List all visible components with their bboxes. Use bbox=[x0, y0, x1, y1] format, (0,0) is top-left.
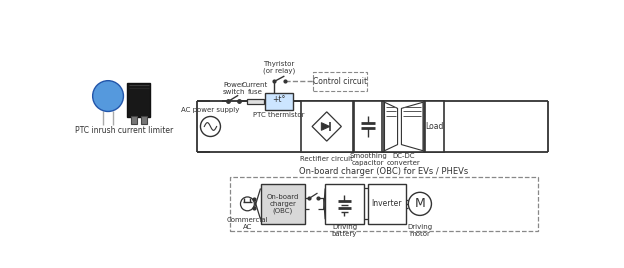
Text: Control circuit: Control circuit bbox=[313, 77, 367, 86]
Bar bbox=[131, 116, 137, 124]
Bar bbox=[426, 102, 444, 151]
Polygon shape bbox=[401, 102, 423, 151]
Bar bbox=[260, 184, 305, 224]
Bar bbox=[246, 99, 263, 104]
Text: Power
switch: Power switch bbox=[222, 82, 245, 95]
Text: Inverter: Inverter bbox=[371, 199, 402, 209]
Text: Rectifier circuit: Rectifier circuit bbox=[300, 156, 353, 162]
Text: DC-DC
converter: DC-DC converter bbox=[387, 153, 421, 166]
Bar bbox=[313, 72, 367, 91]
Text: Commercial
AC: Commercial AC bbox=[227, 217, 268, 230]
Bar bbox=[368, 184, 406, 224]
Bar bbox=[230, 177, 538, 231]
Polygon shape bbox=[321, 123, 330, 130]
Text: Driving
motor: Driving motor bbox=[407, 224, 432, 237]
Text: Driving
battery: Driving battery bbox=[332, 224, 357, 237]
Text: +t°: +t° bbox=[272, 95, 286, 105]
Text: PTC inrush current limiter: PTC inrush current limiter bbox=[75, 126, 173, 135]
Text: M: M bbox=[414, 197, 426, 210]
Bar bbox=[301, 102, 353, 151]
Text: Load: Load bbox=[426, 122, 444, 131]
Text: AC power supply: AC power supply bbox=[182, 107, 240, 113]
Polygon shape bbox=[384, 102, 397, 151]
Polygon shape bbox=[312, 112, 341, 141]
Bar bbox=[354, 102, 382, 151]
Text: Thyristor
(or relay): Thyristor (or relay) bbox=[263, 61, 295, 74]
Text: On-board
charger
(OBC): On-board charger (OBC) bbox=[266, 193, 299, 214]
Bar bbox=[127, 83, 150, 117]
Circle shape bbox=[92, 81, 124, 111]
Text: Current
fuse: Current fuse bbox=[242, 82, 268, 95]
Bar bbox=[325, 184, 364, 224]
Bar bbox=[265, 93, 293, 110]
Bar bbox=[384, 102, 424, 151]
Text: PTC thermistor: PTC thermistor bbox=[253, 111, 305, 118]
Text: On-board charger (OBC) for EVs / PHEVs: On-board charger (OBC) for EVs / PHEVs bbox=[299, 167, 469, 176]
Bar bbox=[141, 116, 147, 124]
Text: Smoothing
capacitor: Smoothing capacitor bbox=[349, 153, 387, 166]
